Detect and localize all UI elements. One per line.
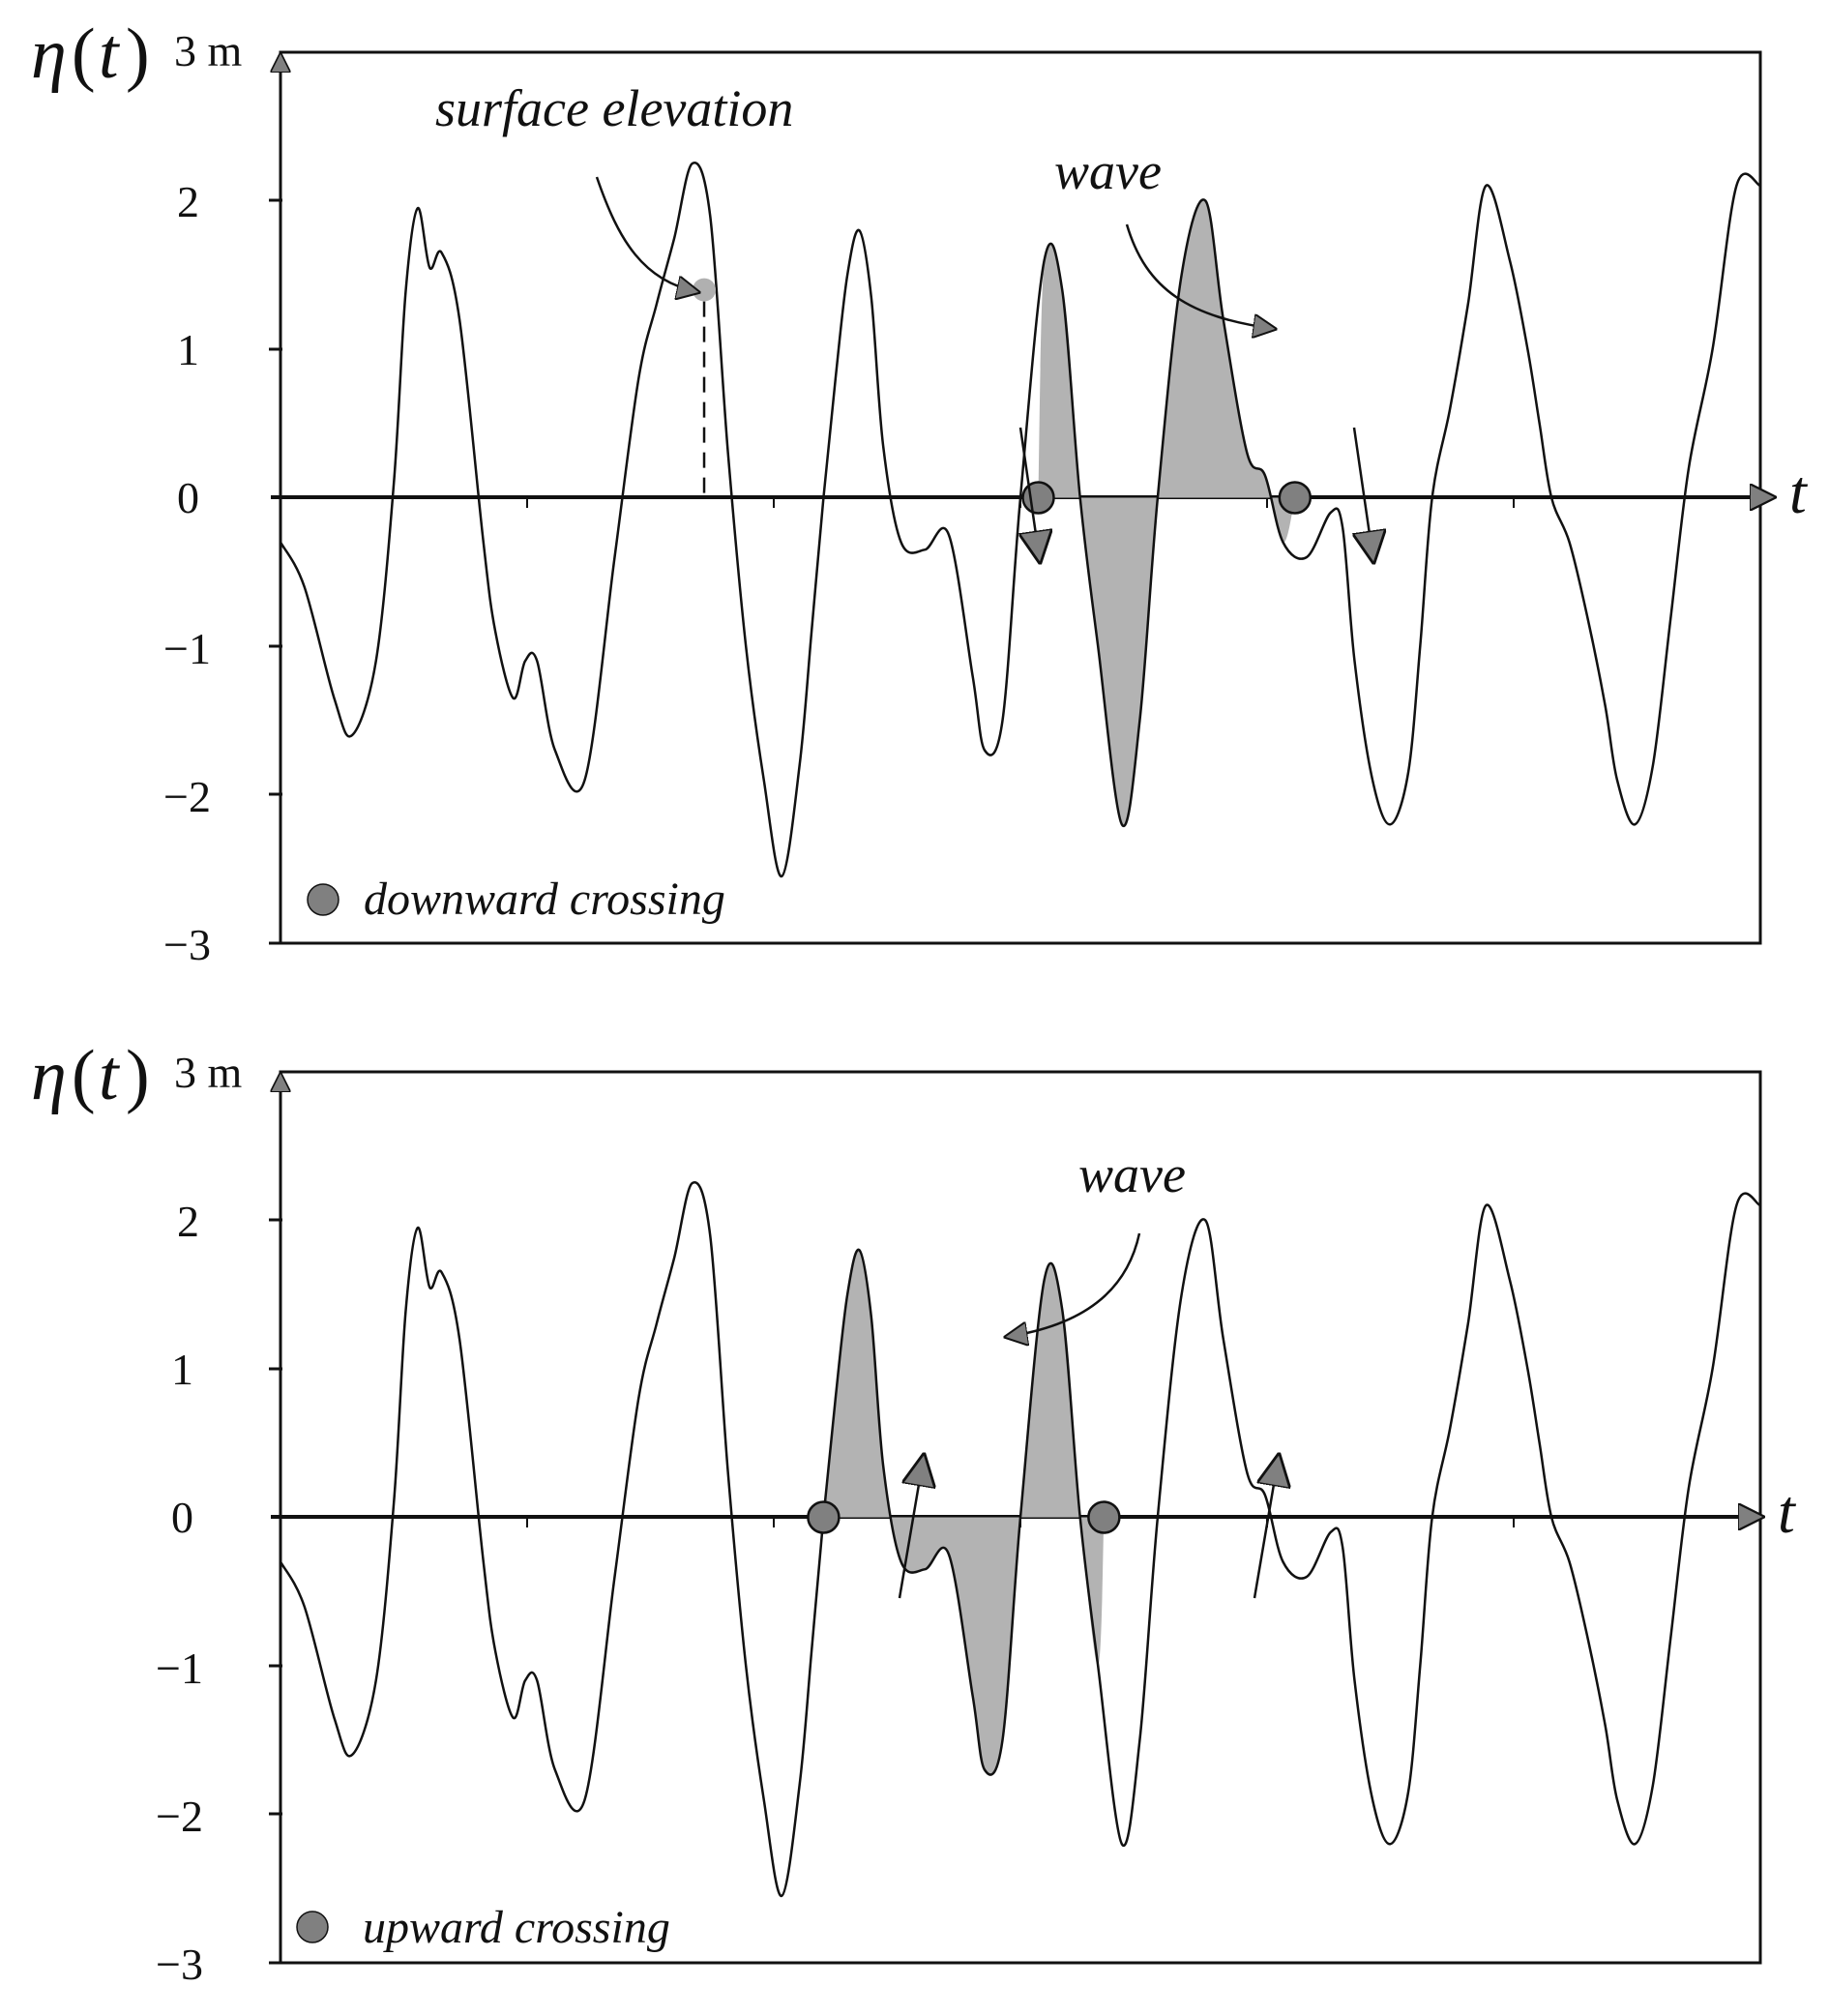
bottom-y-ticks [269,1218,282,1965]
bottom-x-axis-label: t [1778,1477,1797,1546]
bottom-wave-fill [823,1249,1105,1775]
top-y-tick-label: −3 [163,920,211,969]
top-wave-fill [1038,199,1295,826]
down-arrow-left-icon [1020,427,1040,561]
top-y-tick-label: 2 [177,177,199,226]
surface-elevation-pointer-arrow [595,176,698,292]
bottom-y-axis-paren-open: ( [72,1036,96,1115]
bottom-y-tick-labels: −3 −2 −1 0 1 2 [156,1197,203,1989]
bottom-wave-annotation: wave [1078,1145,1186,1203]
surface-elevation-annotation: surface elevation [435,79,793,137]
top-wave-pointer-arrow [1125,223,1275,329]
downward-crossing-panel: η ( t ) 3 m t −3 −2 −1 0 1 2 [31,15,1809,969]
bottom-y-tick-label: 2 [177,1197,199,1246]
bottom-surface-elevation-line [279,1181,1761,1898]
up-arrow-right-icon [1253,1456,1279,1599]
top-y-unit-label: 3 m [174,26,243,75]
bottom-y-axis-paren-close: ) [126,1036,150,1115]
legend-marker [307,883,339,916]
top-y-tick-labels: −3 −2 −1 0 1 2 [163,177,211,969]
bottom-y-tick-label: −1 [156,1644,203,1693]
bottom-y-tick-label: −3 [156,1940,203,1989]
downward-crossing-marker [1278,481,1313,515]
top-y-tick-label: −1 [163,624,211,673]
bottom-y-axis-symbol: η [31,1036,67,1115]
top-x-axis-label: t [1789,458,1809,526]
bottom-y-unit-label: 3 m [174,1048,243,1097]
upward-crossing-panel: η ( t ) 3 m t −3 −2 −1 0 1 2 [31,1036,1797,1989]
top-y-axis-symbol: η [31,15,67,94]
upward-crossing-marker [1087,1500,1121,1534]
bottom-wave-pointer-arrow [1006,1232,1141,1337]
top-y-axis-paren-close: ) [126,15,150,94]
top-wave-annotation: wave [1054,142,1162,200]
surface-elevation-point [693,278,717,302]
bottom-y-axis-arg: t [99,1036,121,1115]
top-y-ticks [269,198,282,945]
bottom-y-tick-label: −2 [156,1792,203,1841]
legend-label: downward crossing [364,874,725,925]
top-y-tick-label: −2 [163,772,211,821]
bottom-y-tick-label: 0 [171,1493,193,1542]
down-arrow-right-icon [1354,427,1373,561]
upward-crossing-marker [807,1500,841,1534]
up-arrow-left-icon [898,1456,924,1599]
legend-marker [296,1911,329,1943]
legend-label: upward crossing [363,1902,670,1953]
top-y-axis-paren-open: ( [72,15,96,94]
top-y-tick-label: 1 [177,325,199,374]
bottom-y-tick-label: 1 [171,1345,193,1394]
top-y-tick-label: 0 [177,473,199,522]
top-surface-elevation-line [279,162,1761,878]
top-y-axis-arg: t [99,15,121,94]
downward-crossing-marker [1021,481,1055,515]
